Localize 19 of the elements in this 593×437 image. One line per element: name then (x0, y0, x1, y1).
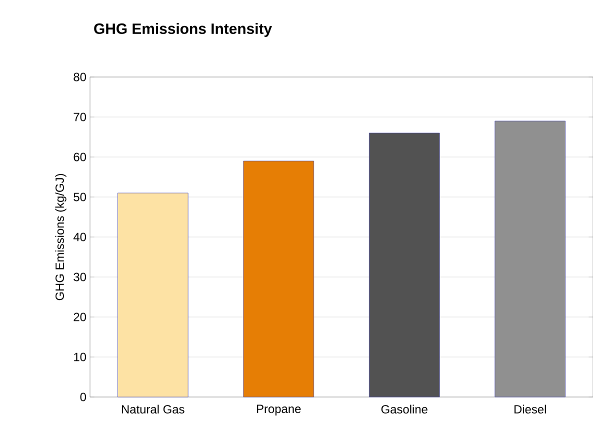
x-tick-label: Diesel (514, 404, 546, 414)
y-tick-label: 0 (80, 392, 86, 402)
bar (117, 192, 188, 398)
bar (243, 160, 314, 398)
y-tick-label: 40 (73, 232, 86, 242)
y-tick-label: 30 (74, 272, 86, 282)
y-tick-label: 80 (74, 72, 86, 82)
chart-title: GHG Emissions Intensity (94, 23, 272, 37)
bar (494, 120, 566, 398)
y-tick-label: 20 (74, 312, 86, 322)
x-tick-label: Gasoline (381, 404, 428, 414)
y-axis-title: GHG Emissions (kg/GJ) (55, 174, 66, 300)
bar (368, 132, 440, 398)
y-tick-label: 60 (74, 152, 86, 162)
y-tick-label: 10 (74, 352, 86, 362)
y-tick-label: 50 (74, 192, 86, 202)
x-tick-label: Propane (257, 404, 301, 416)
y-tick-label: 70 (74, 112, 86, 122)
x-tick-label: Natural Gas (122, 404, 184, 414)
